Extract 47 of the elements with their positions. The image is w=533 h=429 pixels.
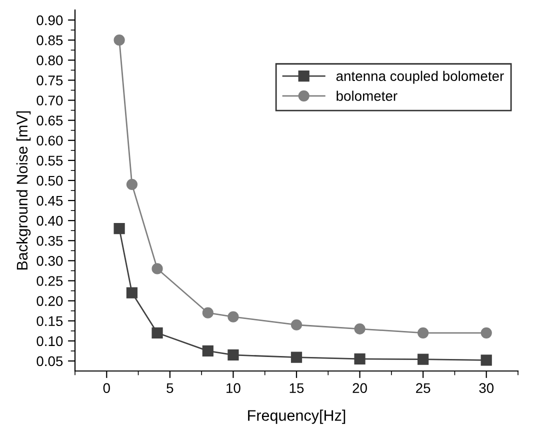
x-tick-label: 20 [352,383,367,394]
x-tick-label: 30 [479,383,494,394]
point [480,327,492,338]
point [228,349,239,361]
y-tick-label: 0.60 [36,136,63,146]
y-tick-label: 0.45 [36,196,63,206]
y-tick-label: 0.50 [36,176,63,186]
point [114,223,125,234]
x-tick-label: 10 [226,383,240,394]
point [202,307,214,318]
point [126,178,138,190]
point [290,352,302,363]
point [418,327,429,338]
y-tick-label: 0.65 [36,116,63,126]
y-tick-label: 0.15 [36,316,63,326]
point [228,311,239,322]
y-tick-label: 0.10 [36,336,63,346]
point [152,327,163,338]
x-tick-label: 25 [416,383,430,394]
point [290,319,302,330]
legend-label: bolometer [336,90,398,101]
y-tick-label: 0.25 [36,276,63,286]
x-tick-label: 15 [290,383,304,394]
point [126,287,138,298]
x-tick-label: 0 [103,383,110,394]
y-tick-label: 0.80 [36,55,63,66]
point [114,34,125,46]
x-axis-title: Frequency[Hz] [248,410,346,424]
point [354,323,366,334]
y-axis-title: Background Noise [mV] [16,111,31,270]
y-tick-label: 0.55 [36,156,63,166]
y-tick-label: 0.20 [36,296,63,306]
y-tick-label: 0.40 [36,216,63,226]
legend-label: antenna coupled bolometer [336,70,504,84]
point [480,354,492,366]
x-tick-label: 5 [166,383,174,394]
point [354,353,366,365]
point [202,345,214,356]
y-tick-label: 0.90 [36,15,63,26]
y-tick-label: 0.85 [36,35,63,46]
y-tick-label: 0.05 [36,356,63,366]
y-tick-label: 0.35 [36,236,63,246]
point [152,263,163,274]
y-tick-label: 0.75 [36,76,63,86]
y-tick-label: 0.30 [36,256,63,266]
y-tick-label: 0.70 [36,96,63,106]
point [418,354,429,365]
